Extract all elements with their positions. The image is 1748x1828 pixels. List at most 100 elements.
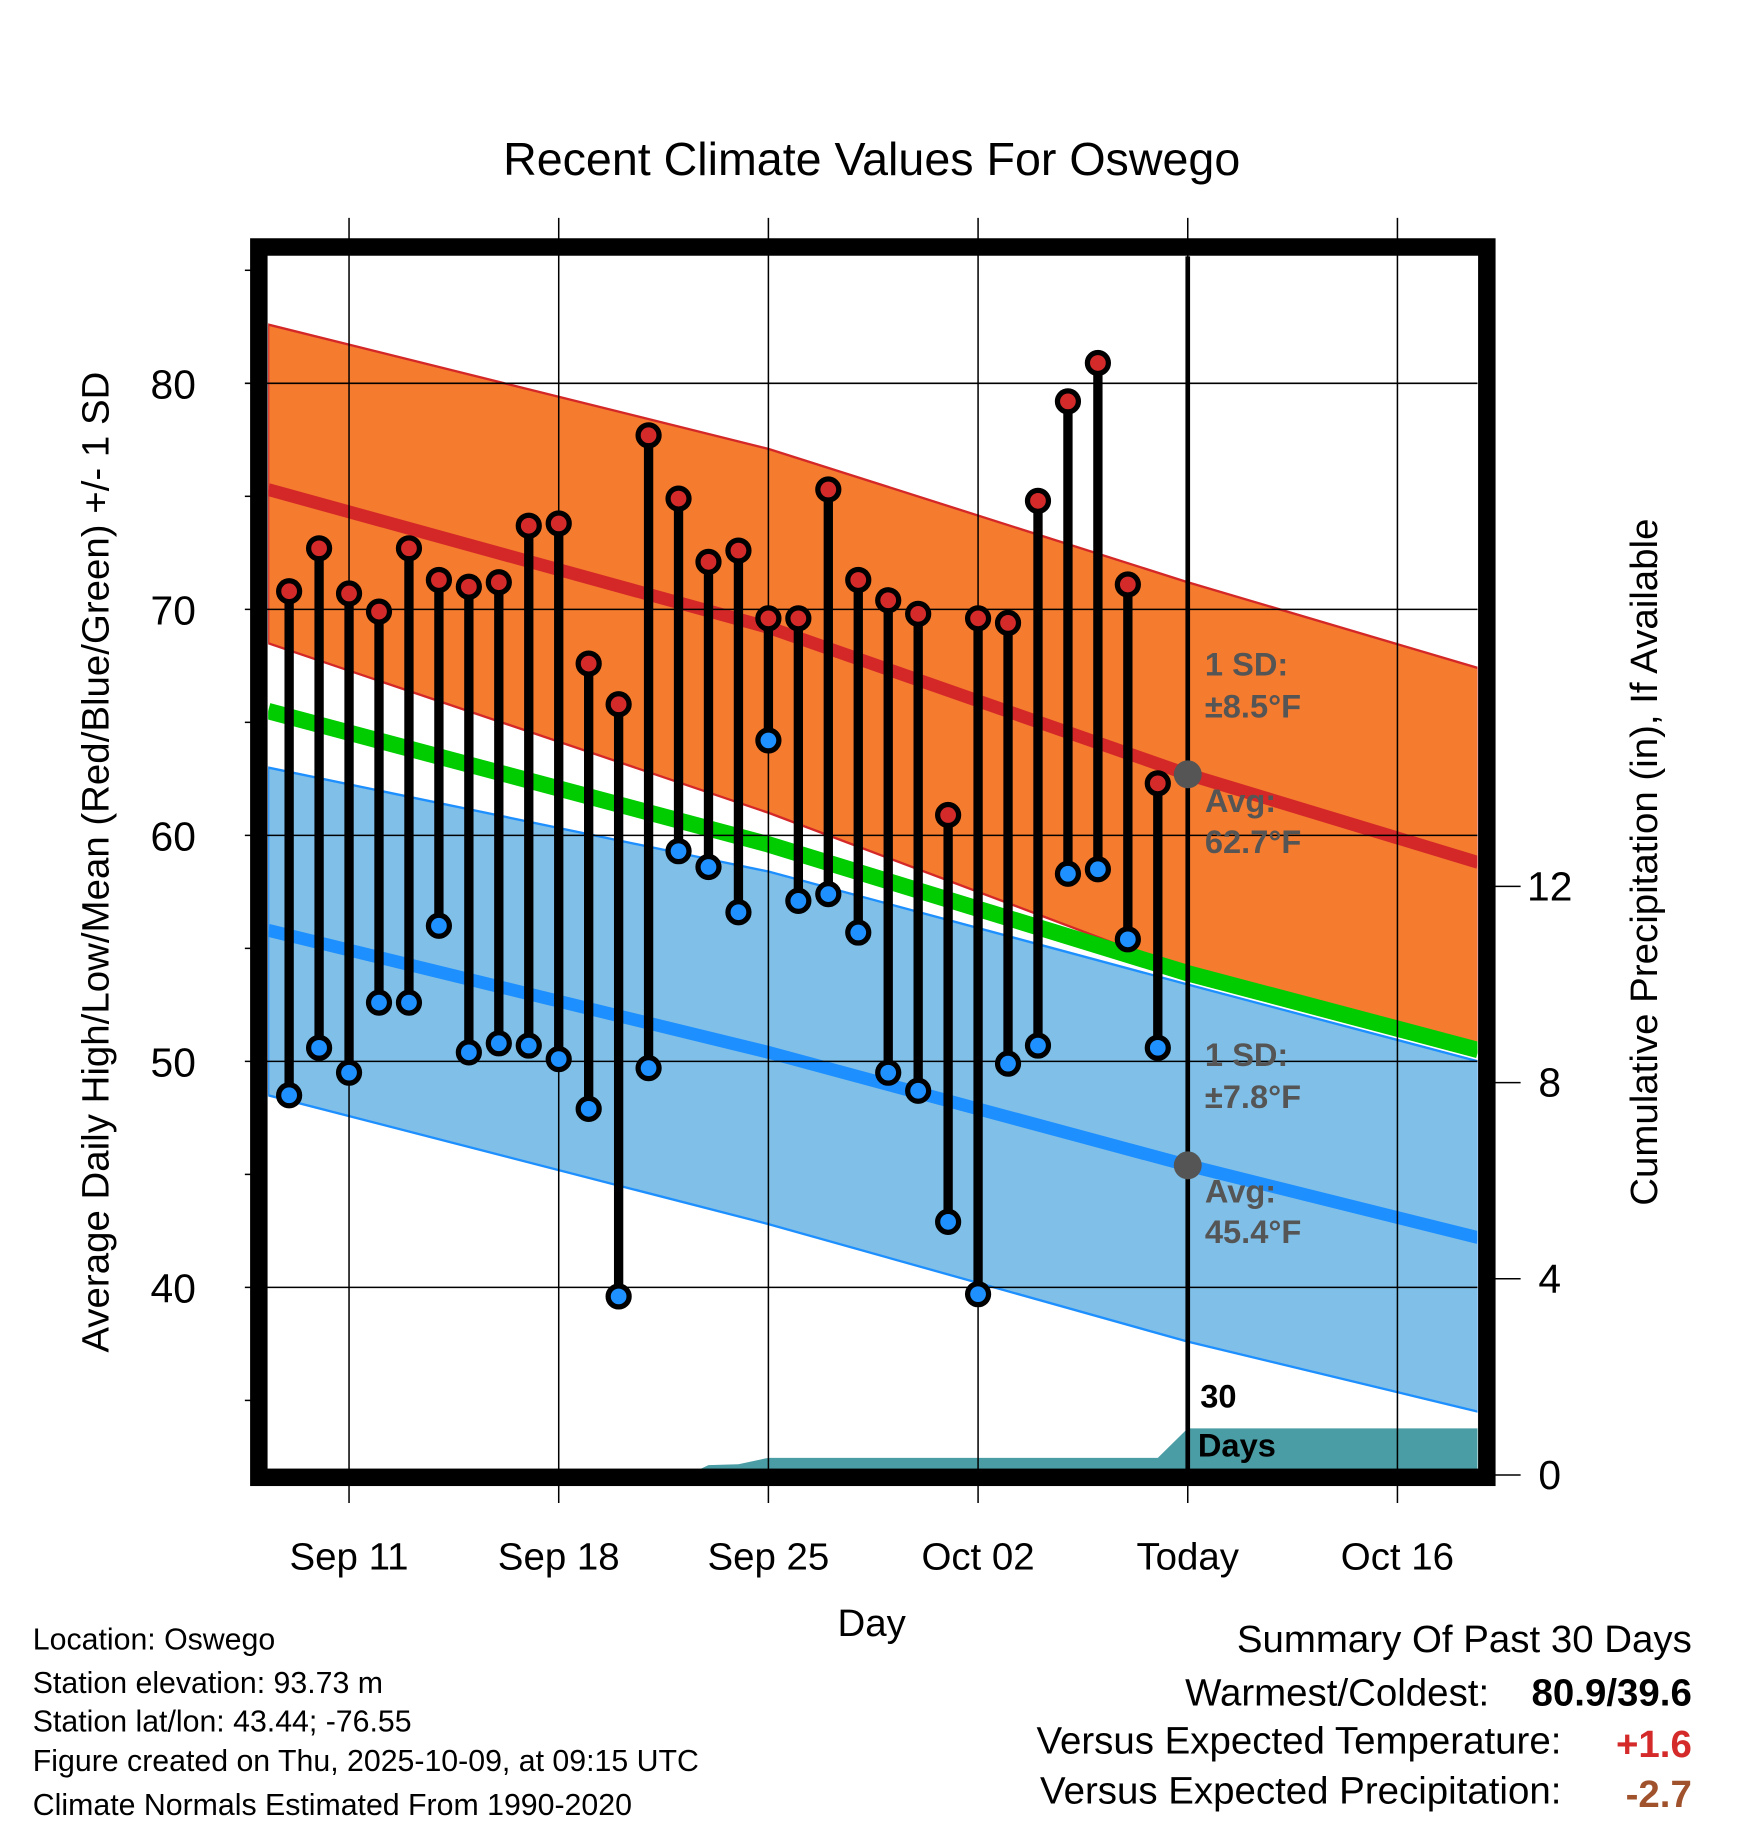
high-point — [1084, 349, 1111, 377]
x-tick-label: Oct 02 — [921, 1535, 1034, 1578]
high-point — [276, 578, 303, 605]
y-axis-label: Average Daily High/Low/Mean (Red/Blue/Gr… — [75, 372, 118, 1353]
today-low-normal-marker — [1173, 1151, 1202, 1180]
elevation-text: Station elevation: 93.73 m — [33, 1667, 383, 1700]
x-tick-label: Sep 11 — [290, 1535, 409, 1578]
precip-area — [268, 1428, 1478, 1471]
high-point — [515, 512, 542, 539]
y2-tick-label: 0 — [1538, 1452, 1561, 1498]
high-point — [335, 580, 363, 607]
low-point — [815, 881, 842, 908]
high-point — [455, 573, 482, 600]
high-point — [815, 476, 842, 503]
high-point — [425, 566, 453, 594]
y-tick-label: 40 — [151, 1266, 196, 1312]
low-sd-band — [268, 766, 1478, 1413]
temp-anomaly-value: +1.6 — [1616, 1723, 1692, 1766]
low-avg-label: Avg: — [1205, 1172, 1276, 1209]
high-point — [1114, 571, 1141, 598]
low-point — [305, 1034, 333, 1061]
low-point — [425, 912, 453, 939]
high-point — [755, 605, 782, 632]
today-high-normal-marker — [1173, 760, 1202, 789]
x-axis-label: Day — [837, 1602, 906, 1645]
low-point — [515, 1032, 542, 1059]
high-point — [395, 535, 423, 562]
y-tick-label: 50 — [151, 1040, 196, 1086]
low-point — [1054, 860, 1082, 887]
low-point — [725, 899, 752, 926]
low-point — [365, 989, 393, 1016]
normals-text: Climate Normals Estimated From 1990-2020 — [33, 1789, 632, 1822]
low-sd-label: 1 SD: — [1205, 1036, 1288, 1073]
low-point — [785, 887, 812, 915]
high-point — [1144, 770, 1171, 797]
high-point — [725, 537, 752, 564]
low-point — [755, 727, 782, 754]
high-point — [305, 535, 333, 562]
precip-anomaly-value: -2.7 — [1626, 1773, 1692, 1816]
high-avg-label: Avg: — [1205, 782, 1276, 819]
latlon-text: Station lat/lon: 43.44; -76.55 — [33, 1705, 412, 1738]
low-point — [335, 1059, 363, 1086]
low-point — [1084, 856, 1111, 883]
high-point — [845, 566, 872, 594]
low-point — [875, 1059, 902, 1086]
created-text: Figure created on Thu, 2025-10-09, at 09… — [33, 1745, 699, 1778]
low-point — [1024, 1032, 1052, 1059]
precip-days-word: Days — [1198, 1426, 1276, 1463]
high-point — [365, 598, 393, 625]
high-point — [1024, 487, 1052, 514]
low-point — [905, 1077, 932, 1104]
low-point — [455, 1039, 482, 1066]
low-point — [575, 1095, 602, 1122]
precip-days-number: 30 — [1200, 1377, 1236, 1414]
low-point — [545, 1046, 572, 1073]
plot-area — [268, 323, 1478, 1471]
low-point — [695, 853, 722, 881]
high-avg-value: 62.7°F — [1205, 823, 1301, 860]
low-point — [395, 989, 423, 1016]
station-info: Location: Oswego Station elevation: 93.7… — [33, 1624, 699, 1822]
low-point — [1144, 1034, 1171, 1061]
y2-tick-label: 4 — [1538, 1256, 1561, 1302]
low-point — [485, 1030, 512, 1057]
location-text: Location: Oswego — [33, 1624, 275, 1657]
high-point — [665, 485, 692, 512]
low-avg-value: 45.4°F — [1205, 1213, 1301, 1250]
warm-cold-label: Warmest/Coldest: — [1185, 1672, 1489, 1715]
low-point — [994, 1050, 1022, 1077]
low-point — [964, 1281, 992, 1308]
high-point — [994, 609, 1022, 637]
y2-axis-label: Cumulative Precipitation (in), If Availa… — [1623, 519, 1666, 1206]
high-point — [695, 548, 722, 575]
precip-anomaly-label: Versus Expected Precipitation: — [1040, 1770, 1561, 1813]
high-point — [935, 801, 962, 829]
high-sd-value: ±8.5°F — [1205, 688, 1301, 725]
high-point — [875, 587, 902, 614]
y-tick-label: 70 — [151, 587, 196, 633]
temp-anomaly-label: Versus Expected Temperature: — [1036, 1719, 1561, 1762]
y-tick-label: 80 — [151, 361, 196, 407]
y-tick-label: 60 — [151, 814, 196, 860]
low-point — [605, 1283, 632, 1310]
plot-frame — [250, 238, 1496, 1487]
high-point — [635, 422, 662, 449]
x-tick-label: Oct 16 — [1341, 1535, 1454, 1578]
high-point — [905, 600, 932, 627]
chart-title: Recent Climate Values For Oswego — [503, 133, 1240, 185]
warm-cold-value: 80.9/39.6 — [1532, 1672, 1692, 1715]
y2-tick-label: 8 — [1538, 1060, 1561, 1106]
high-point — [785, 605, 812, 632]
high-point — [605, 691, 632, 718]
high-point — [1054, 388, 1082, 415]
high-point — [485, 569, 512, 596]
y2-tick-label: 12 — [1527, 863, 1572, 909]
high-sd-label: 1 SD: — [1205, 646, 1288, 683]
summary-panel: Summary Of Past 30 Days Warmest/Coldest:… — [1036, 1618, 1691, 1816]
low-point — [635, 1055, 662, 1082]
high-point — [575, 650, 602, 677]
x-tick-label: Sep 25 — [707, 1535, 829, 1578]
low-point — [665, 838, 692, 865]
